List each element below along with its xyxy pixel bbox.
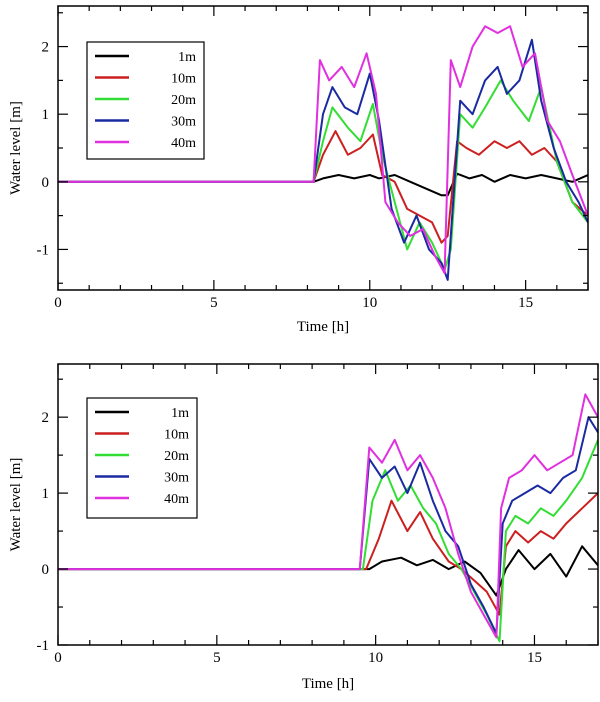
series-line-20m xyxy=(58,79,588,271)
series-line-40m xyxy=(58,25,588,275)
y-tick-label: 0 xyxy=(42,175,50,191)
legend-box xyxy=(86,397,198,519)
legend-label-40m: 40m xyxy=(164,492,189,507)
series-line-30m xyxy=(58,416,598,635)
legend-label-10m: 10m xyxy=(164,428,189,443)
series-line-40m xyxy=(58,393,598,639)
plot-frame xyxy=(57,363,599,646)
legend-label-40m: 40m xyxy=(171,136,196,151)
y-axis-label: Water level [m] xyxy=(8,101,24,195)
x-tick-label: 15 xyxy=(518,295,533,311)
legend-label-30m: 30m xyxy=(164,471,189,486)
x-tick-label: 15 xyxy=(527,650,542,666)
x-tick-label: 5 xyxy=(210,295,218,311)
x-tick-label: 0 xyxy=(54,650,62,666)
y-tick-label: -1 xyxy=(37,242,50,258)
y-tick-label: 1 xyxy=(42,107,50,123)
x-tick-label: 0 xyxy=(54,295,62,311)
y-tick-label: 0 xyxy=(42,562,50,578)
legend-label-30m: 30m xyxy=(171,115,196,130)
legend-label-20m: 20m xyxy=(164,449,189,464)
legend-label-20m: 20m xyxy=(171,93,196,108)
legend-label-1m: 1m xyxy=(171,406,189,421)
series-group xyxy=(58,25,588,281)
y-tick-label: 2 xyxy=(42,40,50,56)
legend-box xyxy=(86,41,205,160)
x-tick-label: 10 xyxy=(362,295,377,311)
y-tick-label: -1 xyxy=(37,638,50,654)
x-axis-label: Time [h] xyxy=(302,676,354,692)
series-line-10m xyxy=(58,130,588,244)
y-tick-label: 2 xyxy=(42,410,50,426)
x-axis-label: Time [h] xyxy=(297,319,349,335)
x-tick-label: 5 xyxy=(213,650,221,666)
legend: 1m 10m 20m 30m 40m xyxy=(86,397,198,519)
series-line-1m xyxy=(58,545,598,597)
series-line-1m xyxy=(58,172,588,197)
series-group xyxy=(58,393,598,643)
legend-label-10m: 10m xyxy=(171,72,196,87)
chart-panel-1: 0 5 10 15 -1 0 1 2 Time [h] Water level [m] 1m 10m 2… xyxy=(8,5,589,335)
y-tick-label: 1 xyxy=(42,486,50,502)
legend: 1m 10m 20m 30m 40m xyxy=(86,41,205,160)
y-axis-label: Water level [m] xyxy=(8,458,24,552)
x-tick-label: 10 xyxy=(368,650,383,666)
legend-label-1m: 1m xyxy=(178,50,196,65)
series-line-10m xyxy=(58,492,598,616)
